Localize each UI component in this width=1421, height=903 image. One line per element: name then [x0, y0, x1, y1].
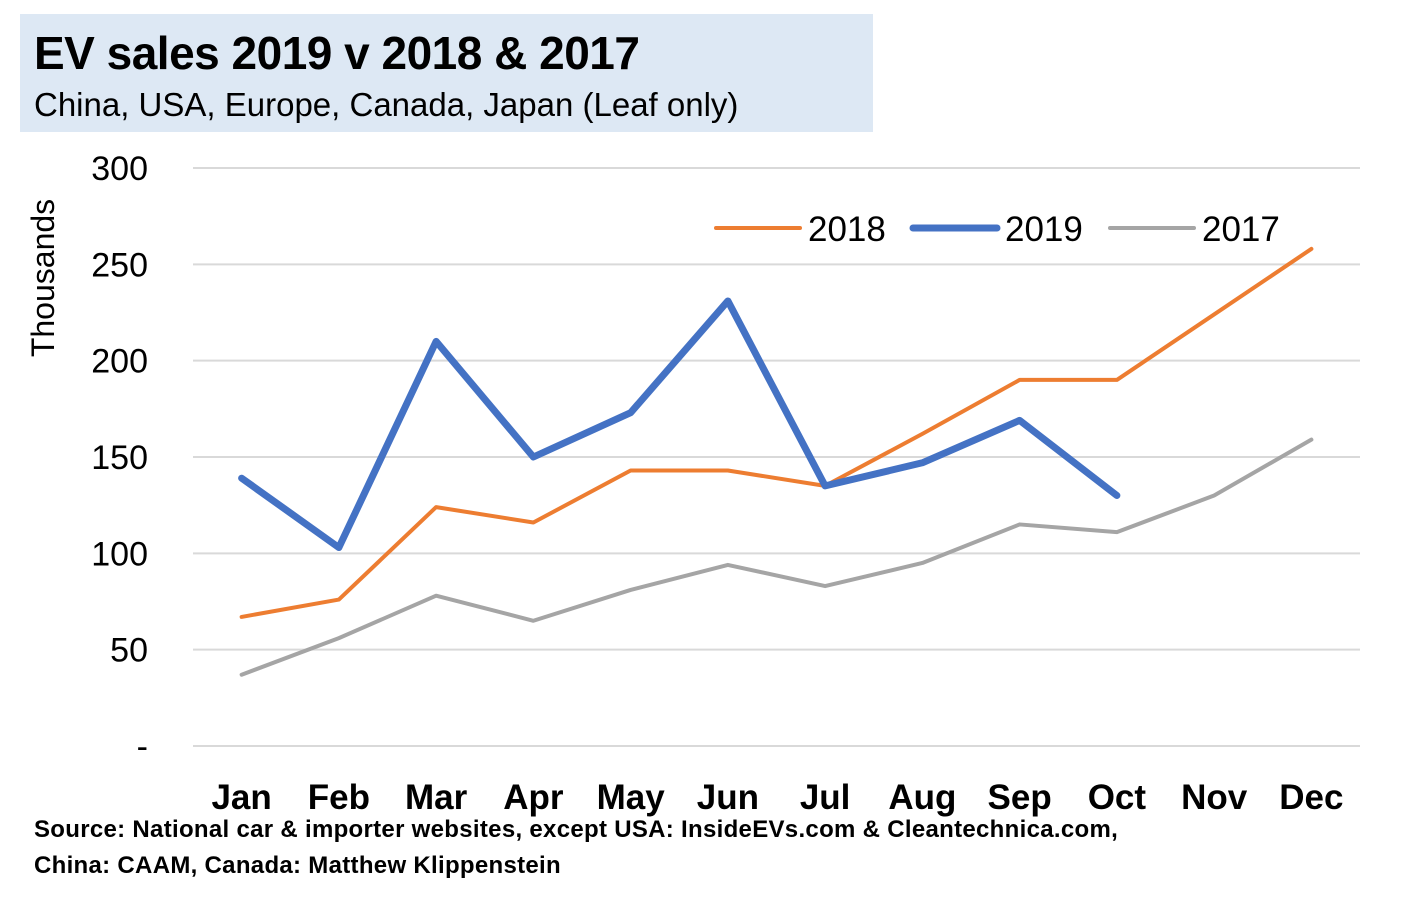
x-tick-label: Jan [211, 778, 271, 817]
chart-title: EV sales 2019 v 2018 & 2017 [34, 27, 640, 79]
y-tick-label: 150 [91, 439, 148, 477]
y-tick-label: - [137, 728, 148, 766]
legend-label-2018: 2018 [808, 210, 886, 249]
x-tick-label: May [597, 778, 666, 817]
x-tick-label: Jul [800, 778, 851, 817]
y-tick-label: 50 [110, 632, 148, 670]
x-tick-label: Mar [405, 778, 468, 817]
series-line-2017 [239, 437, 1314, 677]
x-tick-label: Dec [1279, 778, 1343, 817]
y-tick-label: 200 [91, 343, 148, 381]
series-line-2018 [239, 246, 1314, 619]
x-tick-label: Aug [888, 778, 956, 817]
source-note: Source: National car & importer websites… [34, 812, 1118, 884]
y-tick-label: 300 [91, 150, 148, 188]
legend-label-2019: 2019 [1005, 210, 1083, 249]
legend-label-2017: 2017 [1202, 210, 1280, 249]
x-tick-label: Oct [1088, 778, 1147, 817]
x-tick-label: Apr [503, 778, 564, 817]
series-line-2019 [238, 297, 1121, 552]
x-tick-label: Feb [308, 778, 370, 817]
source-line: Source: National car & importer websites… [34, 816, 1119, 843]
y-axis-label: Thousands [25, 199, 61, 357]
x-tick-label: Sep [988, 778, 1052, 817]
source-line: China: CAAM, Canada: Matthew Klippenstei… [34, 852, 561, 879]
y-tick-label: 250 [91, 246, 148, 284]
chart-subtitle: China, USA, Europe, Canada, Japan (Leaf … [34, 86, 739, 123]
title-box: EV sales 2019 v 2018 & 2017 China, USA, … [20, 14, 873, 132]
x-tick-label: Nov [1181, 778, 1248, 817]
x-tick-label: Jun [697, 778, 759, 817]
y-tick-label: 100 [91, 535, 148, 573]
